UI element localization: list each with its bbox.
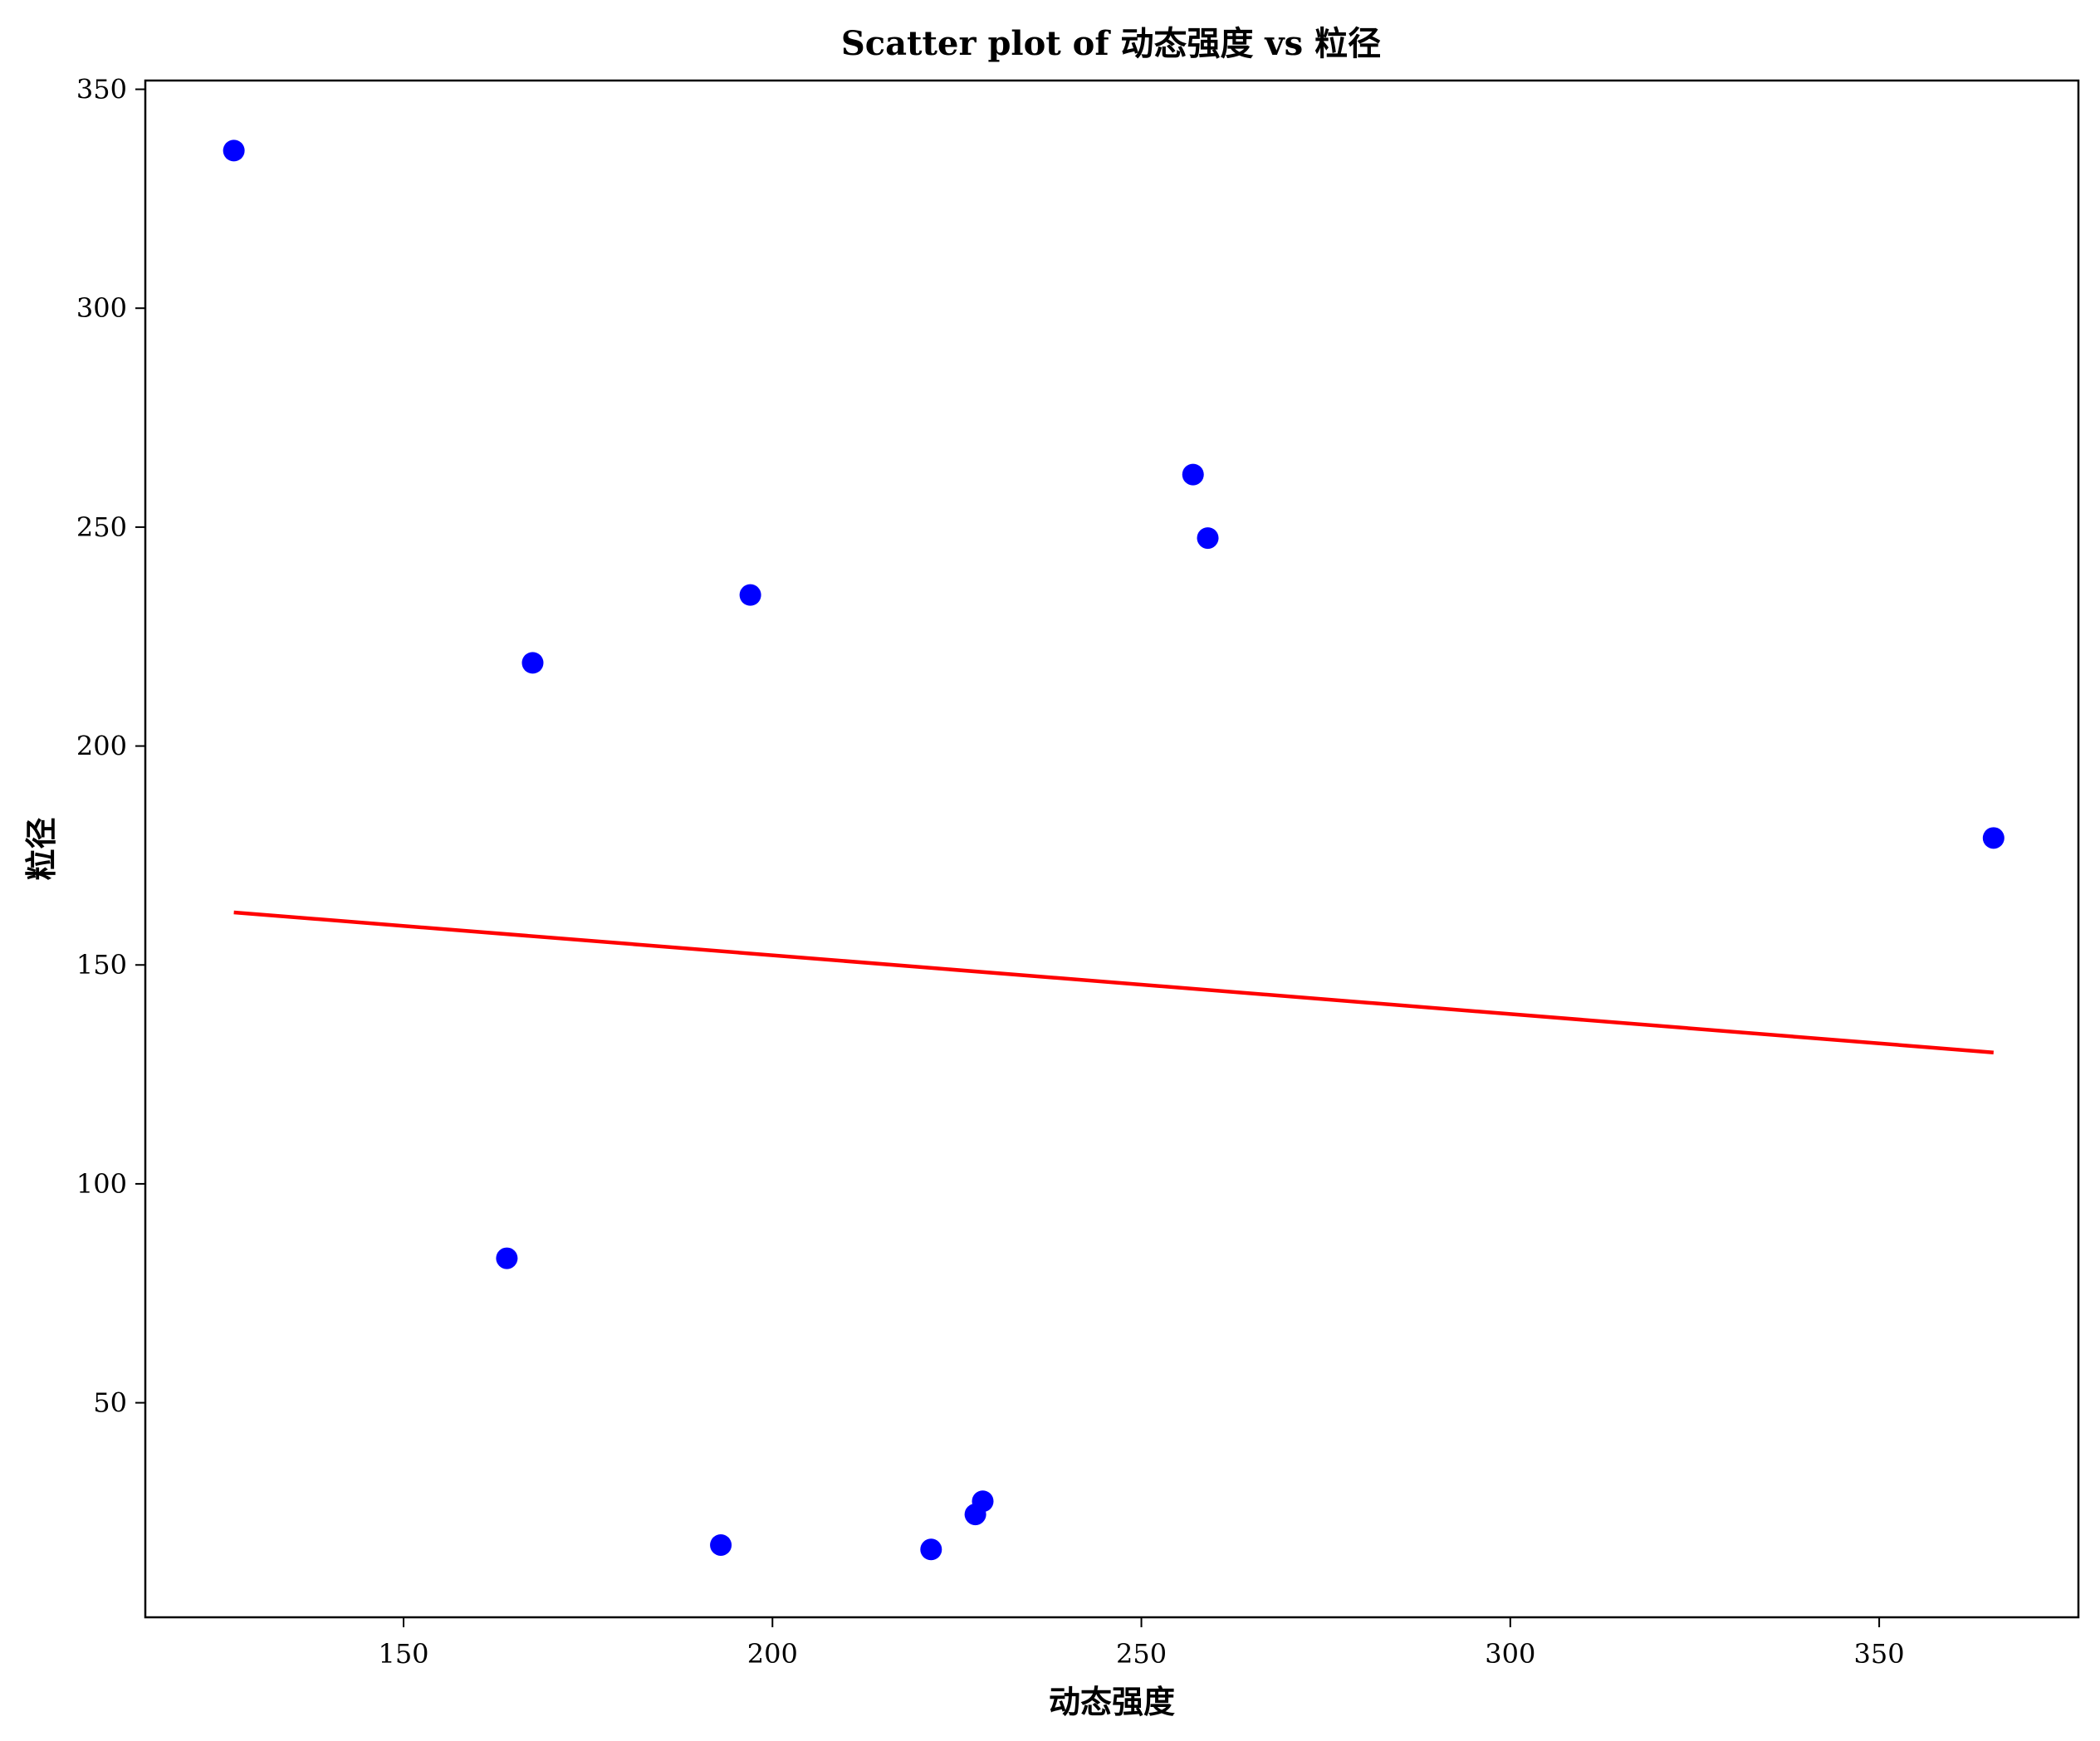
y-tick-label: 150: [76, 949, 127, 981]
y-tick-label: 350: [76, 74, 127, 105]
scatter-point: [496, 1247, 518, 1269]
y-tick-label: 300: [76, 292, 127, 324]
scatter-point: [1182, 463, 1204, 486]
y-tick-label: 50: [93, 1387, 127, 1419]
x-axis-label: 动态强度: [1049, 1683, 1175, 1720]
scatter-point: [739, 584, 761, 606]
scatter-point: [710, 1533, 732, 1556]
y-tick-label: 250: [76, 511, 127, 543]
scatter-point: [972, 1490, 994, 1513]
scatter-point: [920, 1538, 942, 1561]
x-tick-label: 300: [1485, 1638, 1535, 1670]
x-tick-label: 250: [1116, 1638, 1167, 1670]
chart-title: Scatter plot of 动态强度 vs 粒径: [841, 24, 1381, 63]
scatter-point: [1982, 827, 2005, 849]
axes-frame: [144, 79, 2080, 1619]
trend-line: [233, 910, 1994, 1054]
scatter-point: [223, 139, 245, 162]
y-axis: 50 100 150 200 250 300 350: [76, 74, 145, 1419]
y-tick-label: 200: [76, 731, 127, 762]
x-tick-label: 200: [747, 1638, 798, 1670]
x-axis: 150 200 250 300 350: [378, 1617, 1905, 1670]
y-tick-label: 100: [76, 1168, 127, 1200]
scatter-point: [1197, 527, 1219, 550]
y-axis-label: 粒径: [22, 817, 60, 880]
x-tick-label: 350: [1854, 1638, 1905, 1670]
scatter-point: [521, 652, 544, 674]
x-tick-label: 150: [378, 1638, 428, 1670]
plot-area: [223, 139, 2005, 1561]
